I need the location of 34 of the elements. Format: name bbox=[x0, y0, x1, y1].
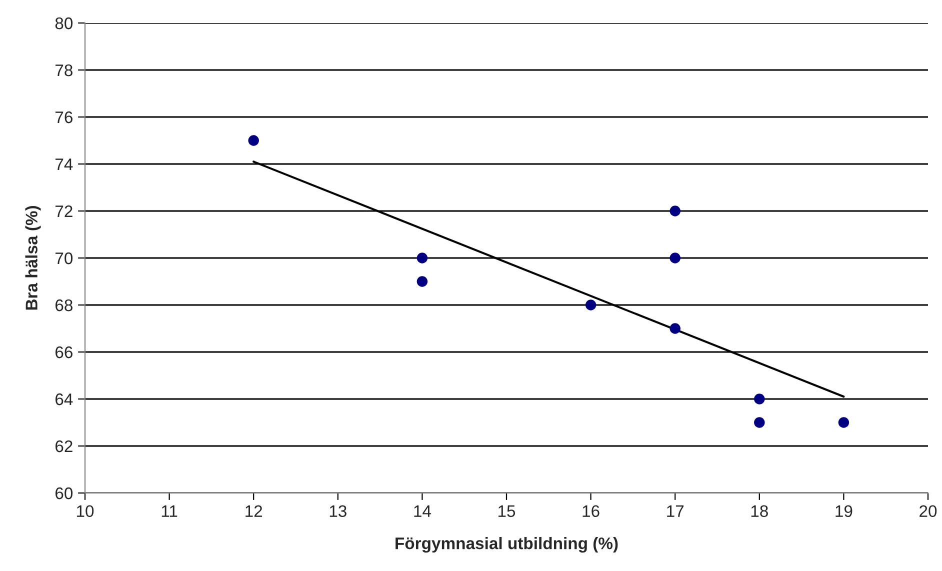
x-tick-label: 17 bbox=[667, 505, 684, 517]
x-tick-label: 13 bbox=[330, 505, 346, 518]
x-tick-label: 15 bbox=[498, 505, 516, 518]
y-tick-label: 80 bbox=[55, 17, 73, 30]
x-tick-label: 12 bbox=[246, 505, 262, 517]
point bbox=[416, 276, 428, 287]
point bbox=[670, 252, 680, 264]
x-axis-title: Förgymnasial utbildning (%) bbox=[396, 537, 618, 553]
y-tick-label: 68 bbox=[56, 299, 72, 312]
point bbox=[670, 323, 680, 334]
x-tick-label: 11 bbox=[162, 505, 178, 517]
y-tick-label: 70 bbox=[56, 252, 73, 264]
x-tick-label: 10 bbox=[77, 505, 94, 518]
y-tick-label: 64 bbox=[56, 393, 73, 406]
y-tick-label: 76 bbox=[56, 111, 72, 124]
x-tick-label: 20 bbox=[920, 505, 937, 518]
y-tick-label: 72 bbox=[56, 205, 72, 218]
y-tick-label: 78 bbox=[56, 64, 72, 76]
point bbox=[754, 394, 765, 404]
point bbox=[754, 417, 765, 428]
y-tick-label: 66 bbox=[56, 346, 72, 358]
y-tick-label: 74 bbox=[56, 158, 73, 170]
y-tick-label: 60 bbox=[56, 487, 73, 500]
point bbox=[585, 300, 596, 310]
x-tick-label: 14 bbox=[414, 505, 431, 517]
y-axis-title: Bra hälsa (%) bbox=[25, 206, 41, 310]
point bbox=[416, 252, 428, 264]
x-tick-label: 18 bbox=[751, 505, 768, 518]
point bbox=[248, 135, 259, 146]
point bbox=[670, 206, 680, 216]
y-tick-label: 62 bbox=[56, 440, 72, 452]
point bbox=[838, 417, 850, 428]
x-tick-label: 19 bbox=[836, 505, 852, 518]
x-tick-label: 16 bbox=[582, 505, 600, 518]
